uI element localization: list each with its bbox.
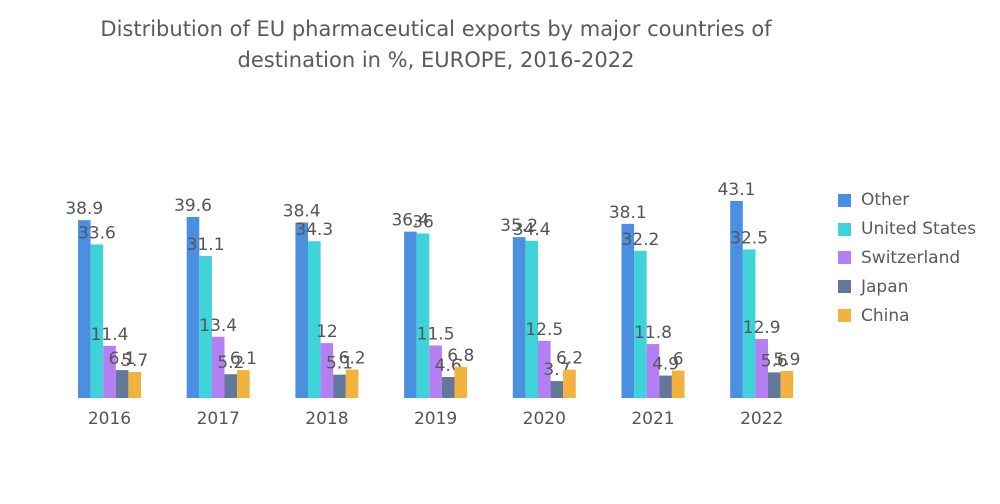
legend-swatch-united-states [838,222,851,236]
data-label-switzerland-2019: 11.5 [417,324,455,344]
data-label-switzerland-2021: 11.8 [634,323,672,343]
legend-item-switzerland: Switzerland [838,244,976,273]
bar-china-2022 [780,371,794,398]
bar-united-states-2018 [308,241,321,398]
data-label-united-states-2021: 32.2 [621,230,659,250]
bar-switzerland-2020 [538,340,551,398]
data-label-china-2020: 6.2 [556,349,583,369]
bar-other-2018 [295,222,308,398]
legend-item-china: China [838,301,976,330]
bar-japan-2020 [550,381,564,398]
data-label-switzerland-2022: 12.9 [743,318,781,338]
bar-japan-2021 [659,375,672,398]
data-label-united-states-2020: 34.4 [513,220,551,240]
bar-switzerland-2021 [646,344,660,398]
data-label-china-2018: 6.2 [339,349,366,369]
bar-switzerland-2016 [103,345,116,398]
x-tick-label-2021: 2021 [631,409,674,429]
data-label-other-2017: 39.6 [174,196,212,216]
bar-united-states-2017 [199,255,212,398]
data-label-china-2017: 6.1 [230,349,257,369]
data-label-japan-2021: 4.9 [652,355,679,375]
data-label-china-2021: 6 [673,350,684,370]
bar-china-2017 [237,370,250,398]
data-label-other-2020: 35.2 [500,216,538,236]
chart-title-line-1: Distribution of EU pharmaceutical export… [100,17,772,41]
data-label-other-2021: 38.1 [609,203,647,223]
bar-china-2016 [128,371,141,398]
bar-china-2019 [454,366,468,398]
data-label-other-2016: 38.9 [65,199,103,219]
data-label-united-states-2022: 32.5 [730,228,768,248]
bar-japan-2022 [768,372,781,398]
legend-swatch-japan [838,280,851,294]
bar-other-2019 [404,231,417,398]
bar-united-states-2020 [525,240,538,398]
legend-label-switzerland: Switzerland [861,247,961,268]
bar-switzerland-2018 [320,343,334,398]
x-tick-label-2018: 2018 [305,409,348,429]
data-label-japan-2017: 5.2 [217,353,244,373]
data-label-switzerland-2016: 11.4 [91,325,129,345]
bar-other-2016 [78,220,91,398]
x-tick-label-2022: 2022 [740,409,783,429]
bar-other-2021 [621,223,635,398]
data-label-china-2019: 6.8 [447,346,474,366]
x-tick-label-2020: 2020 [523,409,566,429]
bar-japan-2018 [333,374,346,398]
bar-other-2022 [730,201,743,398]
bar-switzerland-2017 [211,336,225,398]
bar-japan-2019 [441,376,455,398]
bar-japan-2016 [115,370,129,398]
bar-japan-2017 [224,374,238,398]
bar-united-states-2021 [634,250,647,398]
bar-china-2020 [563,369,576,398]
chart-title: Distribution of EU pharmaceutical export… [0,14,872,76]
data-label-switzerland-2017: 13.4 [199,316,237,336]
data-label-japan-2022: 5.6 [761,351,788,371]
legend-label-japan: Japan [861,276,909,297]
data-label-united-states-2018: 34.3 [295,220,333,240]
bar-united-states-2019 [416,233,430,398]
legend-item-japan: Japan [838,272,976,301]
legend-swatch-other [838,193,851,207]
legend-swatch-switzerland [838,251,851,265]
data-label-switzerland-2018: 12 [316,322,338,342]
data-label-china-2016: 5.7 [121,351,148,371]
bar-china-2018 [345,369,359,398]
chart-title-line-2: destination in %, EUROPE, 2016-2022 [237,48,635,72]
data-label-china-2022: 5.9 [773,350,800,370]
bar-other-2017 [186,216,200,398]
data-label-united-states-2017: 31.1 [187,235,225,255]
data-label-japan-2018: 5.1 [326,354,353,374]
x-tick-label-2017: 2017 [197,409,240,429]
data-label-switzerland-2020: 12.5 [525,320,563,340]
bar-other-2020 [512,237,526,398]
legend-label-other: Other [861,190,910,211]
legend-swatch-china [838,309,851,323]
bar-switzerland-2022 [755,339,768,398]
legend-item-united-states: United States [838,215,976,244]
legend-item-other: Other [838,186,976,215]
bar-united-states-2016 [90,244,104,398]
legend-label-china: China [861,305,910,326]
data-label-other-2018: 38.4 [283,201,321,221]
data-label-united-states-2016: 33.6 [78,223,116,243]
bar-united-states-2022 [742,249,756,398]
x-tick-label-2016: 2016 [88,409,131,429]
legend: Other United States Switzerland Japan China [838,186,976,330]
data-label-united-states-2019: 36 [412,212,434,232]
data-label-other-2022: 43.1 [718,180,756,200]
x-tick-label-2019: 2019 [414,409,457,429]
bar-china-2021 [671,370,685,398]
data-label-other-2019: 36.4 [391,211,429,231]
legend-label-united-states: United States [861,219,977,240]
bar-switzerland-2019 [429,345,442,398]
data-label-japan-2016: 6.1 [109,349,136,369]
